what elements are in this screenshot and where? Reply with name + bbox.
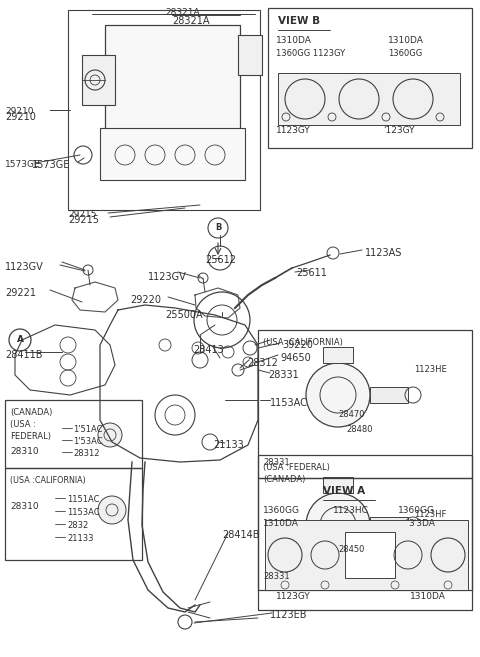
Bar xyxy=(5,468,142,560)
Text: 1573GE: 1573GE xyxy=(5,160,41,169)
Text: 28470: 28470 xyxy=(338,410,364,419)
Bar xyxy=(82,55,115,105)
Text: 28331: 28331 xyxy=(263,458,289,467)
Bar xyxy=(105,25,240,130)
Text: 28312: 28312 xyxy=(247,358,278,368)
Text: 25611: 25611 xyxy=(296,268,327,278)
Text: 29220: 29220 xyxy=(130,295,161,305)
Text: 28450: 28450 xyxy=(338,545,364,554)
Text: (USA :CALIFORNIA): (USA :CALIFORNIA) xyxy=(263,338,343,347)
Bar xyxy=(370,517,408,533)
Text: 1310DA: 1310DA xyxy=(263,519,299,528)
Text: (USA :CALIFORNIA): (USA :CALIFORNIA) xyxy=(10,476,86,485)
Text: 28411B: 28411B xyxy=(5,350,43,360)
Bar xyxy=(370,387,408,403)
Bar xyxy=(100,128,245,180)
Text: 29215: 29215 xyxy=(68,215,99,225)
Bar xyxy=(345,532,395,578)
Bar xyxy=(258,478,472,610)
Text: 1123GV: 1123GV xyxy=(148,272,187,282)
Circle shape xyxy=(306,493,370,557)
Circle shape xyxy=(98,496,126,524)
Text: 1153AC: 1153AC xyxy=(270,398,308,408)
Circle shape xyxy=(98,423,122,447)
Text: 1123EB: 1123EB xyxy=(270,610,308,620)
Text: 3'3DA: 3'3DA xyxy=(408,519,435,528)
Text: 29210: 29210 xyxy=(5,112,36,122)
Bar xyxy=(5,400,142,468)
Text: VIEW A: VIEW A xyxy=(323,486,365,496)
Text: 1123AS: 1123AS xyxy=(365,248,402,258)
Text: 1310DA: 1310DA xyxy=(388,36,424,45)
Text: FEDERAL): FEDERAL) xyxy=(10,432,51,441)
Text: (CANADA): (CANADA) xyxy=(10,408,52,417)
Text: VIEW B: VIEW B xyxy=(278,16,320,26)
Text: (USA :FEDERAL): (USA :FEDERAL) xyxy=(263,463,330,472)
Bar xyxy=(268,8,472,148)
Bar xyxy=(323,477,353,493)
Bar xyxy=(258,330,472,478)
Text: 1360GG: 1360GG xyxy=(388,49,422,58)
Text: 1153AC: 1153AC xyxy=(67,508,100,517)
Bar xyxy=(68,10,260,210)
Text: 2832: 2832 xyxy=(67,521,88,530)
Text: 21133: 21133 xyxy=(67,534,94,543)
Text: 1123HC: 1123HC xyxy=(333,506,369,515)
Text: 28310: 28310 xyxy=(10,502,38,511)
Text: 28413: 28413 xyxy=(193,345,224,355)
Text: 1151AC: 1151AC xyxy=(67,495,99,504)
Text: 21133: 21133 xyxy=(213,440,244,450)
Text: (CANADA): (CANADA) xyxy=(263,475,305,484)
Text: 29215: 29215 xyxy=(68,210,96,219)
Text: 25500A: 25500A xyxy=(165,310,203,320)
Bar xyxy=(323,347,353,363)
Bar xyxy=(265,520,468,590)
Text: 28414B: 28414B xyxy=(222,530,260,540)
Text: 29221: 29221 xyxy=(5,288,36,298)
Text: 94650: 94650 xyxy=(280,353,311,363)
Text: 25612: 25612 xyxy=(205,255,236,265)
Text: 29210: 29210 xyxy=(5,107,34,116)
Text: 1'53AC: 1'53AC xyxy=(73,437,103,446)
Bar xyxy=(278,73,460,125)
Text: 28331: 28331 xyxy=(268,370,299,380)
Text: 1360GG: 1360GG xyxy=(398,506,435,515)
Text: 28312: 28312 xyxy=(73,449,99,458)
Text: B: B xyxy=(215,223,221,233)
Text: 1123HE: 1123HE xyxy=(414,365,447,374)
Text: 1573GE: 1573GE xyxy=(32,160,71,170)
Text: 28310: 28310 xyxy=(10,447,38,456)
Text: 1310DA: 1310DA xyxy=(410,592,446,601)
Text: 1360GG: 1360GG xyxy=(263,506,300,515)
Text: 1123GV: 1123GV xyxy=(5,262,44,272)
Circle shape xyxy=(306,363,370,427)
Text: 28321A: 28321A xyxy=(165,8,200,17)
Text: 1360GG 1123GY: 1360GG 1123GY xyxy=(276,49,345,58)
Text: A: A xyxy=(16,336,24,344)
Text: 28331: 28331 xyxy=(263,572,289,581)
Text: (USA :: (USA : xyxy=(10,420,36,429)
Text: 28321A: 28321A xyxy=(172,16,209,26)
Text: 1123GY: 1123GY xyxy=(276,592,311,601)
Text: 39220: 39220 xyxy=(282,340,313,350)
Text: 1'51AC: 1'51AC xyxy=(73,425,103,434)
Text: 1310DA: 1310DA xyxy=(276,36,312,45)
Bar xyxy=(258,455,472,590)
Text: 28480: 28480 xyxy=(346,425,372,434)
Text: 1123GY: 1123GY xyxy=(276,126,311,135)
Text: 1123HF: 1123HF xyxy=(414,510,446,519)
Text: '123GY: '123GY xyxy=(383,126,415,135)
Bar xyxy=(238,35,262,75)
